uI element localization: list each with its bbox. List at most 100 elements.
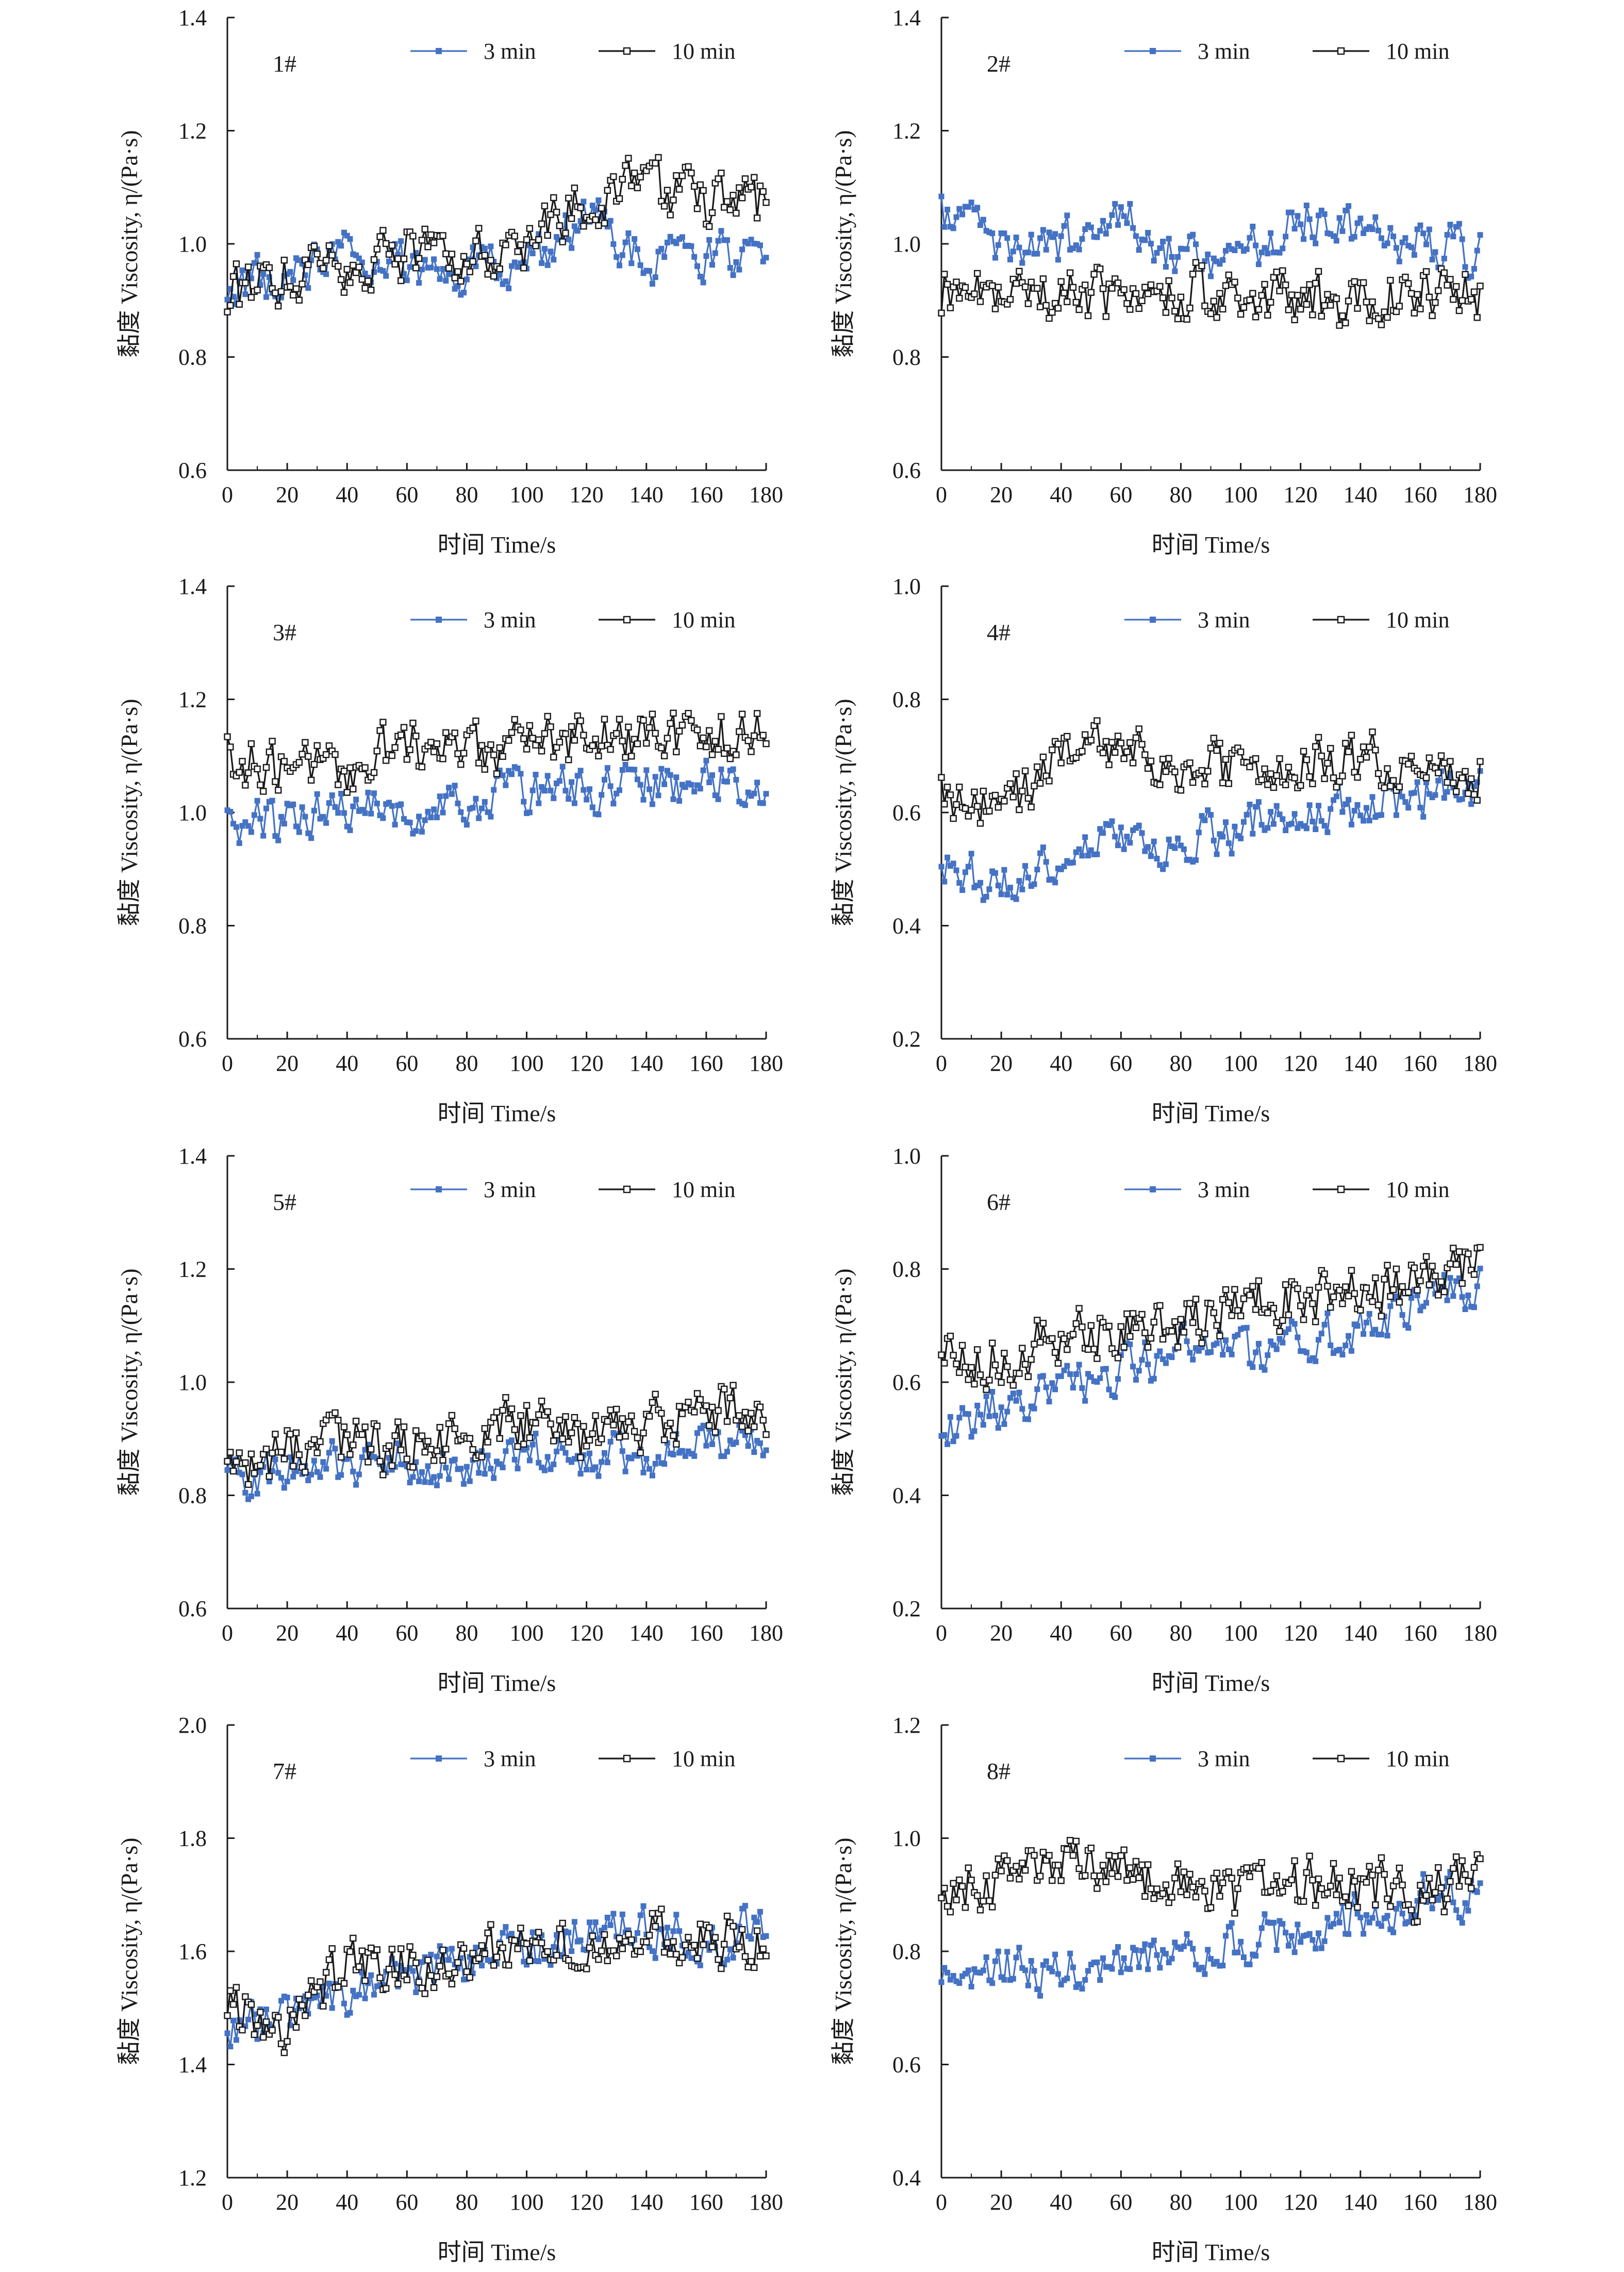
data-point bbox=[667, 1950, 674, 1958]
data-point bbox=[751, 174, 758, 181]
data-point bbox=[236, 840, 242, 846]
data-point bbox=[574, 1420, 582, 1428]
data-point bbox=[965, 812, 972, 820]
data-point bbox=[1471, 266, 1477, 272]
data-point bbox=[1372, 814, 1379, 820]
data-point bbox=[1235, 241, 1241, 247]
data-point bbox=[1262, 1911, 1268, 1917]
data-point bbox=[980, 217, 986, 223]
data-point bbox=[341, 2000, 347, 2006]
data-point bbox=[1019, 260, 1025, 266]
data-point bbox=[428, 1479, 434, 1485]
data-point bbox=[368, 1944, 375, 1952]
data-point bbox=[538, 1397, 545, 1405]
data-point bbox=[1123, 300, 1131, 307]
data-point bbox=[511, 1937, 518, 1944]
data-point bbox=[1331, 1350, 1336, 1356]
data-point bbox=[962, 869, 968, 875]
data-point bbox=[688, 169, 695, 177]
data-point bbox=[1004, 1408, 1010, 1415]
data-point bbox=[509, 1437, 515, 1444]
data-point bbox=[1112, 1949, 1118, 1955]
data-point bbox=[745, 1933, 751, 1939]
data-point bbox=[1189, 778, 1197, 786]
data-point bbox=[1171, 768, 1179, 775]
data-point bbox=[1199, 813, 1205, 819]
data-point bbox=[1405, 1919, 1412, 1925]
x-axis-title: 时间 Time/s bbox=[438, 1100, 556, 1126]
data-point bbox=[1034, 763, 1041, 771]
data-point bbox=[1222, 282, 1230, 289]
data-point bbox=[305, 753, 312, 760]
data-point bbox=[1142, 1339, 1148, 1346]
x-tick-label: 160 bbox=[1403, 1620, 1437, 1646]
data-point bbox=[1354, 802, 1361, 808]
data-point bbox=[254, 286, 261, 294]
data-point bbox=[938, 309, 945, 317]
data-point bbox=[1387, 1303, 1394, 1309]
data-point bbox=[505, 1415, 512, 1422]
data-point bbox=[1288, 821, 1295, 827]
data-point bbox=[956, 783, 963, 791]
data-point bbox=[410, 253, 416, 259]
data-point bbox=[457, 760, 465, 768]
data-point bbox=[359, 1454, 365, 1461]
x-tick-label: 180 bbox=[749, 1051, 783, 1076]
data-point bbox=[962, 284, 969, 291]
data-point bbox=[1264, 1309, 1271, 1317]
y-tick-label: 0.6 bbox=[892, 800, 921, 825]
data-point bbox=[262, 1445, 270, 1453]
data-point bbox=[703, 1402, 710, 1409]
data-point bbox=[431, 256, 437, 262]
data-point bbox=[1345, 1292, 1352, 1300]
legend-label: 3 min bbox=[1198, 1177, 1250, 1202]
data-point bbox=[292, 1429, 300, 1437]
data-point bbox=[1123, 1877, 1131, 1884]
data-point bbox=[1414, 1292, 1420, 1299]
data-point bbox=[277, 2040, 285, 2048]
data-point bbox=[1034, 251, 1040, 257]
data-point bbox=[1162, 768, 1170, 775]
data-point bbox=[463, 822, 470, 828]
data-point bbox=[965, 1376, 972, 1383]
y-tick-label: 0.6 bbox=[178, 1596, 207, 1621]
data-point bbox=[227, 1449, 234, 1456]
data-point bbox=[277, 288, 285, 295]
data-point bbox=[433, 1447, 441, 1454]
data-point bbox=[1112, 201, 1118, 207]
data-point bbox=[1303, 1349, 1310, 1355]
data-point bbox=[562, 788, 569, 794]
data-point bbox=[697, 1425, 703, 1432]
data-point bbox=[998, 1974, 1004, 1980]
data-point bbox=[1321, 1270, 1328, 1278]
data-point bbox=[439, 232, 446, 239]
data-point bbox=[1219, 1879, 1227, 1886]
data-point bbox=[1046, 777, 1053, 785]
data-point bbox=[1088, 847, 1094, 853]
data-point bbox=[581, 198, 587, 205]
data-point bbox=[280, 2049, 288, 2057]
data-point bbox=[744, 737, 752, 744]
data-point bbox=[697, 274, 703, 279]
data-point bbox=[661, 1461, 668, 1467]
data-point bbox=[1093, 1355, 1101, 1362]
data-point bbox=[1024, 794, 1032, 802]
data-point bbox=[485, 1957, 491, 1963]
data-point bbox=[229, 1467, 237, 1475]
data-point bbox=[1351, 1321, 1357, 1328]
data-point bbox=[458, 809, 464, 815]
data-point bbox=[622, 1938, 629, 1945]
x-tick-label: 0 bbox=[222, 482, 233, 507]
data-point bbox=[280, 1455, 288, 1463]
data-point bbox=[1255, 1340, 1262, 1347]
data-point bbox=[1171, 1318, 1179, 1325]
data-point bbox=[484, 1929, 491, 1937]
data-point bbox=[434, 1953, 440, 1960]
data-point bbox=[745, 1443, 751, 1449]
data-point bbox=[730, 766, 736, 772]
data-point bbox=[335, 810, 341, 816]
x-tick-label: 20 bbox=[990, 1051, 1013, 1076]
data-point bbox=[1366, 743, 1373, 751]
data-point bbox=[1407, 753, 1415, 760]
data-point bbox=[619, 176, 626, 183]
